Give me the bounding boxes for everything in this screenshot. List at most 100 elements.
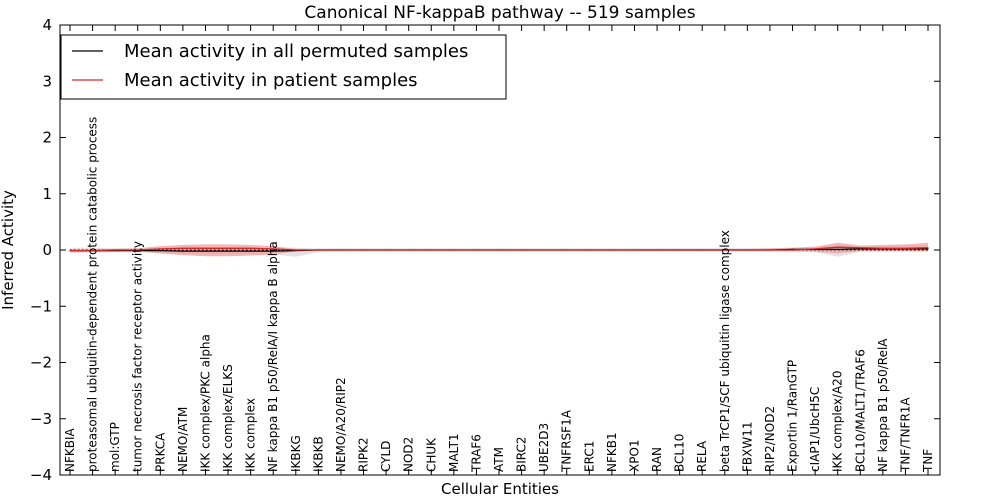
point-patient-6 [204,247,207,249]
xtick-label-birc2: BIRC2 [515,436,529,472]
point-patient-38 [927,247,929,249]
xtick-label-rela: RELA [695,440,709,472]
point-patient-31 [769,249,771,251]
point-patient-29 [724,249,726,251]
legend-label-permuted: Mean activity in all permuted samples [124,41,468,62]
point-permuted-8 [250,250,252,252]
xtick-label-ikbkg: IKBKG [289,435,303,472]
point-patient-20 [521,249,523,251]
xtick-label-tumor-necrosis-factor-receptor-activity: tumor necrosis factor receptor activity [131,241,145,472]
point-patient-23 [588,249,590,251]
point-patient-35 [859,247,861,249]
ytick-label: 4 [42,16,52,34]
point-patient-24 [611,249,613,251]
xtick-label-proteasomal-ubiquitin-dependent-protein-catabolic-process: proteasomal ubiquitin-dependent protein … [86,117,100,472]
point-patient-22 [566,249,568,251]
xtick-label-rip2-nod2: RIP2/NOD2 [763,406,777,472]
xtick-label-bcl10: BCL10 [673,434,687,472]
xtick-label-traf6: TRAF6 [469,434,483,473]
point-permuted-9 [272,250,274,252]
point-patient-11 [317,249,319,251]
point-patient-37 [904,247,907,249]
xtick-label-tnf: TNF [921,449,935,473]
ytick-label: 2 [42,129,52,147]
xtick-label-prkca: PRKCA [153,432,167,472]
legend-box [60,34,507,100]
xtick-label-nf-kappa-b1-p50-rela: NF kappa B1 p50/RelA [876,338,890,472]
xtick-label-nod2: NOD2 [402,437,416,472]
xtick-label-ran: RAN [650,447,664,472]
chart-title: Canonical NF-kappaB pathway -- 519 sampl… [304,3,695,23]
point-patient-32 [791,249,794,251]
point-permuted-38 [927,248,929,250]
ytick-label: −2 [30,354,52,372]
point-patient-16 [430,249,432,251]
y-axis-label: Inferred Activity [0,190,17,310]
xtick-label-fbxw11: FBXW11 [740,422,754,473]
series-lines [69,246,929,252]
point-patient-27 [679,249,681,251]
xtick-label-atm: ATM [492,447,506,472]
point-permuted-5 [182,250,184,252]
point-patient-4 [159,248,161,250]
point-patient-26 [656,249,658,251]
x-axis-label: Cellular Entities [441,480,559,498]
plot-frame [59,24,941,476]
point-patient-5 [182,247,184,249]
xtick-label-nfkb1: NFKB1 [605,432,619,472]
point-patient-28 [701,249,703,251]
xtick-label-malt1: MALT1 [447,433,461,472]
ytick-label: −3 [30,410,52,428]
xtick-label-nfkbia: NFKBIA [63,427,77,472]
xtick-label-nf-kappa-b1-p50-rela-i-kappa-b-alpha: NF kappa B1 p50/RelA/I kappa B alpha [266,241,280,472]
point-patient-19 [498,249,500,251]
point-patient-2 [114,249,116,251]
point-permuted-4 [159,250,161,252]
point-patient-33 [814,248,816,250]
point-patient-36 [882,247,884,249]
point-patient-18 [475,249,477,251]
xtick-label-beta-trcp1-scf-ubiquitin-ligase-complex: beta TrCP1/SCF ubiquitin ligase complex [718,230,732,472]
xtick-label-ikk-complex-pkc-alpha: IKK complex/PKC alpha [198,334,212,472]
point-permuted-35 [859,248,861,250]
xtick-label-bcl10-malt1-traf6: BCL10/MALT1/TRAF6 [853,349,867,472]
x-axis-ticks: NFKBIA proteasomal ubiquitin-dependent pr… [63,25,935,475]
legend-label-patient: Mean activity in patient samples [124,70,418,91]
point-patient-12 [340,249,342,251]
xtick-label-ikk-complex: IKK complex [244,398,258,472]
xtick-label-erc1: ERC1 [582,441,596,472]
point-patient-0 [69,250,71,252]
xtick-label-exportin-1-rangtp: Exportin 1/RanGTP [786,360,800,472]
point-patient-30 [746,249,749,251]
point-patient-17 [453,249,455,251]
ytick-label: 3 [42,72,52,90]
point-patient-13 [362,249,365,251]
point-patient-21 [543,249,545,251]
point-permuted-7 [227,250,229,252]
point-patient-10 [295,249,297,251]
xtick-label-ikbkb: IKBKB [311,436,325,472]
ytick-label: 1 [42,185,52,203]
point-patient-1 [92,250,94,252]
point-patient-15 [408,249,410,251]
point-patient-8 [250,247,252,249]
xtick-label-ikk-complex-a20: IKK complex/A20 [831,371,845,472]
xtick-label-ripk2: RIPK2 [357,437,371,472]
xtick-label-mol-gtp: mol:GTP [108,422,122,472]
point-patient-9 [272,248,274,250]
xtick-label-tnf-tnfr1a: TNF/TNFR1A [898,397,912,473]
ytick-label: −4 [30,466,52,484]
ytick-label: −1 [30,297,52,315]
xtick-label-cyld: CYLD [379,441,393,472]
xtick-label-nemo-atm: NEMO/ATM [176,407,190,472]
legend: Mean activity in all permuted samples Me… [60,34,507,100]
xtick-label-tnfrsf1a: TNFRSF1A [560,409,574,473]
point-patient-3 [137,249,139,251]
point-permuted-6 [204,250,207,252]
point-patient-25 [633,249,636,251]
xtick-label-nemo-a20-rip2: NEMO/A20/RIP2 [334,377,348,472]
ytick-label: 0 [42,241,52,259]
xtick-label-ikk-complex-elks: IKK complex/ELKS [221,364,235,472]
xtick-label-chuk: CHUK [424,437,438,472]
